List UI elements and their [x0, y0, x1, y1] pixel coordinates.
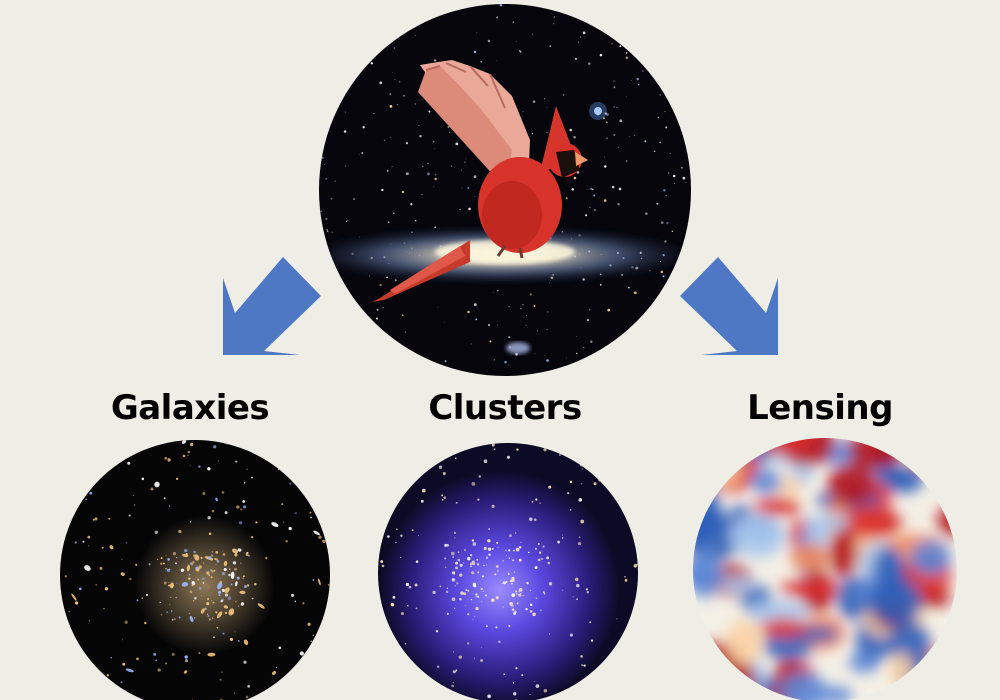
arrow-down-left-icon — [223, 257, 321, 355]
clusters-image — [378, 443, 638, 700]
cardinal-galaxy-image — [319, 4, 691, 376]
cardinal-bird — [372, 60, 588, 302]
label-lensing: Lensing — [747, 388, 893, 428]
galaxies-image — [60, 440, 330, 700]
label-clusters: Clusters — [428, 388, 582, 428]
lensing-map-image — [693, 438, 957, 700]
arrow-down-right-icon — [680, 257, 778, 355]
label-galaxies: Galaxies — [110, 388, 270, 428]
